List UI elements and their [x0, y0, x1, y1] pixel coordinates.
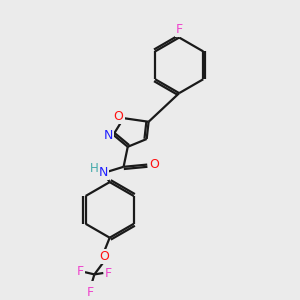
Text: F: F — [87, 286, 94, 299]
Text: N: N — [103, 129, 113, 142]
Text: F: F — [76, 265, 83, 278]
Text: F: F — [105, 266, 112, 280]
Text: O: O — [149, 158, 159, 171]
Text: O: O — [100, 250, 110, 263]
Text: F: F — [176, 23, 183, 36]
Text: O: O — [114, 110, 124, 123]
Text: H: H — [90, 162, 99, 175]
Text: N: N — [98, 166, 108, 178]
